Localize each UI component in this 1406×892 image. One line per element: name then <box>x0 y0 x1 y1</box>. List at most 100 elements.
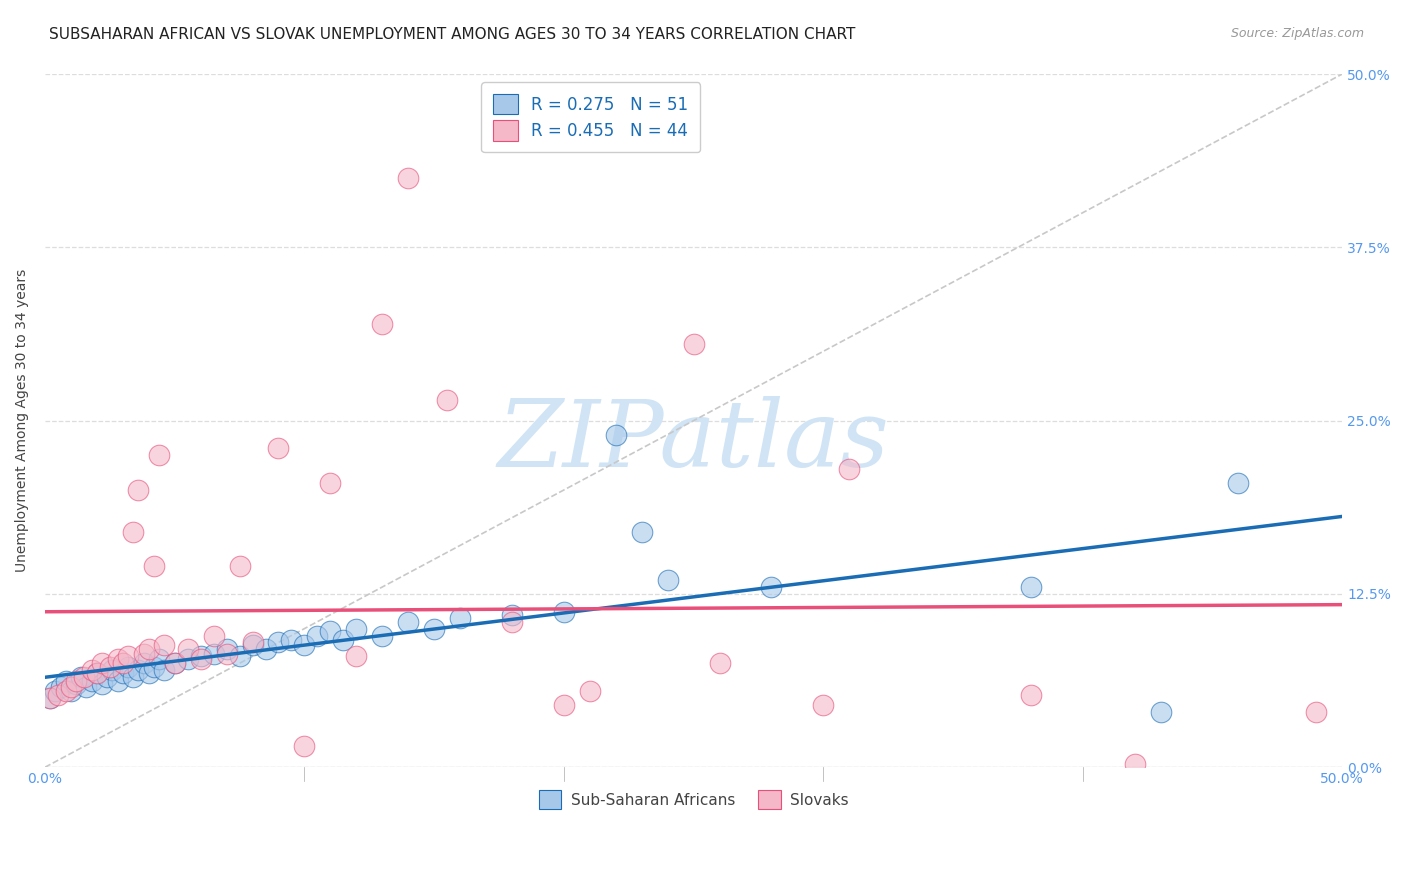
Point <box>215 642 238 657</box>
Point <box>202 628 225 642</box>
Point <box>46 688 69 702</box>
Point <box>1149 705 1171 719</box>
Point <box>122 670 145 684</box>
Point <box>344 622 367 636</box>
Point <box>1019 580 1042 594</box>
Point <box>142 559 165 574</box>
Point <box>838 462 860 476</box>
Point <box>127 483 149 497</box>
Point <box>73 670 96 684</box>
Point <box>138 665 160 680</box>
Point <box>59 684 82 698</box>
Point <box>132 647 155 661</box>
Point <box>80 663 103 677</box>
Point <box>228 649 250 664</box>
Point <box>294 638 316 652</box>
Point <box>91 657 114 671</box>
Text: Source: ZipAtlas.com: Source: ZipAtlas.com <box>1230 27 1364 40</box>
Point <box>153 638 176 652</box>
Point <box>423 622 446 636</box>
Point <box>1123 757 1146 772</box>
Legend: Sub-Saharan Africans, Slovaks: Sub-Saharan Africans, Slovaks <box>533 784 855 815</box>
Point <box>436 392 458 407</box>
Point <box>449 610 471 624</box>
Point <box>579 684 602 698</box>
Point <box>371 317 394 331</box>
Point <box>39 690 62 705</box>
Point <box>142 660 165 674</box>
Point <box>59 680 82 694</box>
Point <box>228 559 250 574</box>
Point <box>1019 688 1042 702</box>
Text: ZIPatlas: ZIPatlas <box>498 396 890 486</box>
Point <box>501 607 523 622</box>
Point <box>176 652 198 666</box>
Point <box>319 476 342 491</box>
Point <box>190 652 212 666</box>
Point <box>148 448 170 462</box>
Y-axis label: Unemployment Among Ages 30 to 34 years: Unemployment Among Ages 30 to 34 years <box>15 269 30 573</box>
Point <box>242 635 264 649</box>
Point <box>148 652 170 666</box>
Point <box>117 660 139 674</box>
Point <box>332 632 354 647</box>
Point <box>396 615 419 629</box>
Point <box>319 624 342 639</box>
Point <box>1227 476 1250 491</box>
Point <box>761 580 783 594</box>
Point <box>682 337 704 351</box>
Point <box>242 638 264 652</box>
Point <box>709 657 731 671</box>
Point <box>132 657 155 671</box>
Point <box>280 632 302 647</box>
Point <box>307 628 329 642</box>
Point <box>396 171 419 186</box>
Point <box>86 665 108 680</box>
Point <box>65 677 87 691</box>
Point <box>553 698 575 712</box>
Point <box>107 674 129 689</box>
Point <box>55 674 77 689</box>
Point <box>267 442 290 456</box>
Point <box>215 647 238 661</box>
Point <box>96 670 118 684</box>
Point <box>553 605 575 619</box>
Point <box>163 657 186 671</box>
Point <box>202 647 225 661</box>
Point <box>267 635 290 649</box>
Point <box>98 660 121 674</box>
Point <box>122 524 145 539</box>
Point <box>163 657 186 671</box>
Point <box>111 657 134 671</box>
Point <box>630 524 652 539</box>
Point <box>153 663 176 677</box>
Point <box>111 665 134 680</box>
Text: SUBSAHARAN AFRICAN VS SLOVAK UNEMPLOYMENT AMONG AGES 30 TO 34 YEARS CORRELATION : SUBSAHARAN AFRICAN VS SLOVAK UNEMPLOYMEN… <box>49 27 856 42</box>
Point <box>76 680 98 694</box>
Point <box>70 670 93 684</box>
Point <box>176 642 198 657</box>
Point <box>138 642 160 657</box>
Point <box>190 649 212 664</box>
Point <box>294 739 316 754</box>
Point <box>49 680 72 694</box>
Point <box>101 663 124 677</box>
Point <box>86 665 108 680</box>
Point <box>344 649 367 664</box>
Point <box>107 652 129 666</box>
Point <box>117 649 139 664</box>
Point <box>65 674 87 689</box>
Point <box>657 573 679 587</box>
Point <box>39 690 62 705</box>
Point <box>1305 705 1327 719</box>
Point <box>254 642 277 657</box>
Point <box>55 684 77 698</box>
Point <box>91 677 114 691</box>
Point <box>80 674 103 689</box>
Point <box>44 684 66 698</box>
Point <box>127 663 149 677</box>
Point <box>501 615 523 629</box>
Point <box>813 698 835 712</box>
Point <box>371 628 394 642</box>
Point <box>605 427 627 442</box>
